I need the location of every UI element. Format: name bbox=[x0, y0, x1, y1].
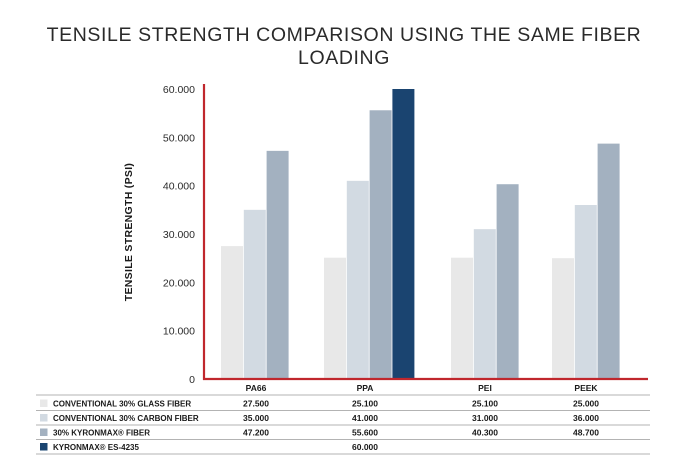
data-label-pei-series-1: 25.100 bbox=[472, 398, 498, 408]
data-label-ppa-series-3: 55.600 bbox=[352, 427, 378, 437]
bar-ppa-series-3 bbox=[369, 110, 392, 380]
data-label-pa66-series-1: 27.500 bbox=[243, 398, 269, 408]
bar-peek-series-2 bbox=[574, 205, 597, 379]
bar-ppa-series-4 bbox=[392, 89, 415, 379]
data-label-pei-series-3: 40.300 bbox=[472, 427, 498, 437]
bar-peek-series-3 bbox=[597, 143, 620, 379]
bar-pa66-series-1 bbox=[221, 246, 243, 379]
data-label-pa66-series-3: 47.200 bbox=[243, 427, 269, 437]
category-label-peek: PEEK bbox=[574, 383, 598, 393]
bar-ppa-series-2 bbox=[346, 180, 369, 379]
y-tick-label: 50.000 bbox=[163, 132, 195, 144]
y-tick-label: 40.000 bbox=[163, 181, 195, 193]
legend-label-series-4: KYRONMAX® ES-4235 bbox=[53, 443, 139, 452]
bar-pa66-series-3 bbox=[266, 150, 289, 379]
data-label-pei-series-2: 31.000 bbox=[472, 413, 498, 423]
legend-label-series-2: CONVENTIONAL 30% CARBON FIBER bbox=[53, 414, 199, 423]
y-tick-label: 10.000 bbox=[163, 326, 195, 338]
legend-swatch-series-1 bbox=[40, 399, 48, 407]
bar-ppa-series-1 bbox=[324, 257, 346, 379]
data-label-peek-series-3: 48.700 bbox=[573, 427, 599, 437]
legend-label-series-3: 30% KYRONMAX® FIBER bbox=[53, 428, 150, 437]
y-tick-label: 20.000 bbox=[163, 277, 195, 289]
data-label-ppa-series-2: 41.000 bbox=[352, 413, 378, 423]
y-tick-label: 0 bbox=[189, 374, 195, 386]
legend-swatch-series-2 bbox=[40, 414, 48, 422]
category-label-pa66: PA66 bbox=[246, 383, 267, 393]
bar-pei-series-1 bbox=[451, 257, 473, 379]
data-label-pa66-series-2: 35.000 bbox=[243, 413, 269, 423]
bar-pei-series-2 bbox=[473, 229, 496, 379]
category-label-pei: PEI bbox=[478, 383, 492, 393]
y-tick-label: 60.000 bbox=[163, 84, 195, 96]
legend-swatch-series-4 bbox=[40, 443, 48, 451]
legend-swatch-series-3 bbox=[40, 428, 48, 436]
legend-label-series-1: CONVENTIONAL 30% GLASS FIBER bbox=[53, 399, 191, 408]
bar-pei-series-3 bbox=[496, 184, 519, 379]
chart-title: TENSILE STRENGTH COMPARISON USING THE SA… bbox=[46, 24, 642, 69]
data-label-ppa-series-1: 25.100 bbox=[352, 398, 378, 408]
data-label-ppa-series-4: 60.000 bbox=[352, 442, 378, 452]
bar-pa66-series-2 bbox=[243, 209, 266, 379]
data-label-peek-series-2: 36.000 bbox=[573, 413, 599, 423]
y-tick-label: 30.000 bbox=[163, 229, 195, 241]
bar-peek-series-1 bbox=[552, 258, 574, 379]
category-label-ppa: PPA bbox=[357, 383, 374, 393]
data-label-peek-series-1: 25.000 bbox=[573, 398, 599, 408]
y-axis-label: TENSILE STRENGTH (PSI) bbox=[123, 163, 135, 301]
